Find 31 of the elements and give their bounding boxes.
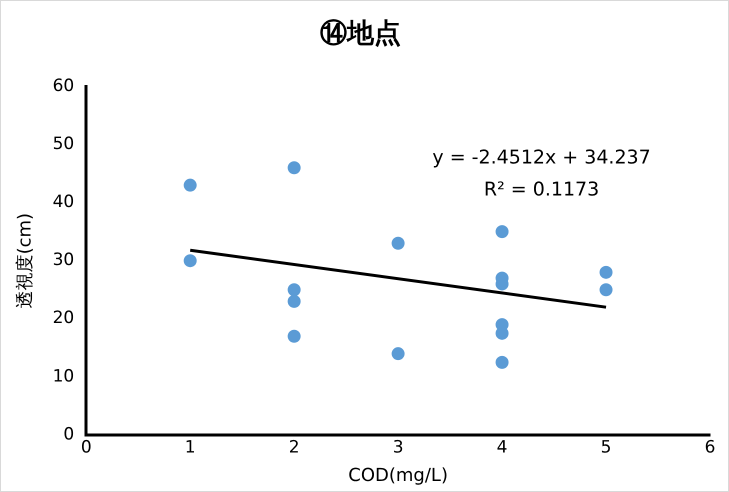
y-axis-title: 透視度(cm) xyxy=(14,212,36,308)
point xyxy=(184,254,197,268)
annotation: R² = 0.1173 xyxy=(484,178,600,200)
point xyxy=(600,266,613,279)
point xyxy=(600,283,613,296)
point xyxy=(288,294,301,308)
point xyxy=(496,225,509,238)
point xyxy=(288,330,301,343)
y-tick-label: 30 xyxy=(52,250,74,270)
x-axis-title: COD(mg/L) xyxy=(348,464,448,486)
y-tick-label: 40 xyxy=(52,192,74,212)
point xyxy=(392,236,405,250)
y-tick-label: 0 xyxy=(63,424,74,444)
chart-title: ⑭地点 xyxy=(320,18,401,50)
x-tick-label: 6 xyxy=(704,438,716,458)
annotation: y = -2.4512x + 34.237 xyxy=(432,146,651,168)
x-tick-label: 5 xyxy=(600,438,612,458)
y-tick-label: 60 xyxy=(52,76,74,96)
point xyxy=(392,347,405,360)
x-tick-label: 2 xyxy=(288,438,300,458)
point xyxy=(184,178,197,192)
point xyxy=(288,283,301,296)
y-tick-label: 20 xyxy=(52,308,74,328)
x-tick-label: 0 xyxy=(80,438,92,458)
point xyxy=(288,161,301,174)
x-tick-label: 3 xyxy=(392,438,404,458)
x-tick-label: 4 xyxy=(496,438,508,458)
point xyxy=(496,356,509,369)
x-tick-label: 1 xyxy=(184,438,196,458)
y-tick-label: 50 xyxy=(52,134,74,154)
y-tick-label: 10 xyxy=(52,366,74,386)
